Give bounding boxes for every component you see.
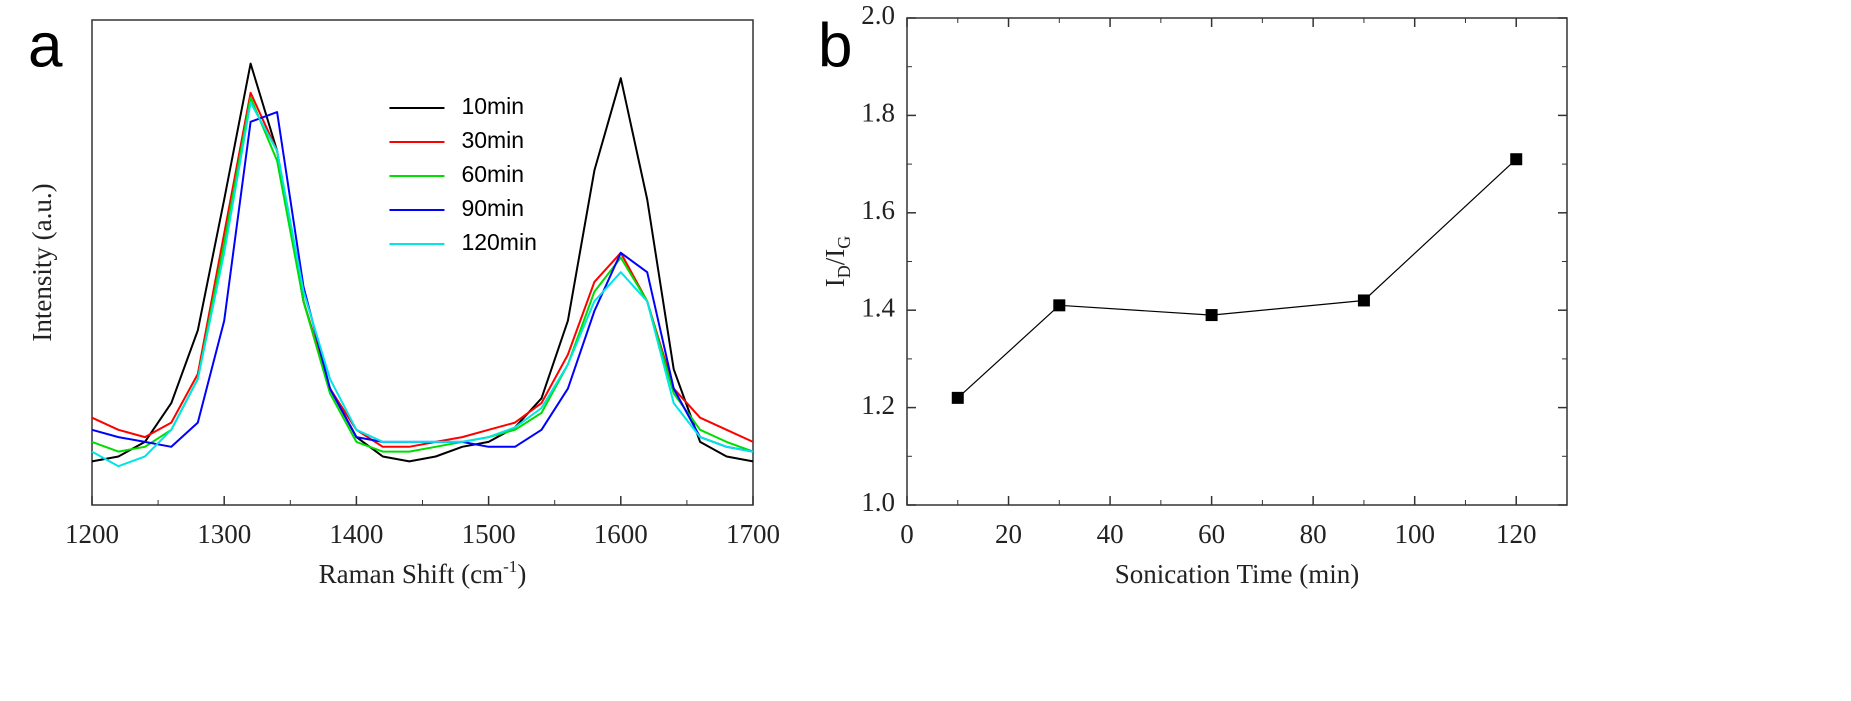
legend-label: 120min bbox=[461, 229, 536, 255]
data-marker bbox=[951, 391, 964, 404]
legend-label: 90min bbox=[461, 195, 524, 221]
x-tick-label: 100 bbox=[1394, 519, 1435, 549]
x-axis-label-part: Raman Shift (cm bbox=[319, 559, 503, 589]
x-tick-label: 0 bbox=[900, 519, 914, 549]
y-axis-label-part: I bbox=[820, 278, 850, 287]
legend-label: 60min bbox=[461, 161, 524, 187]
panel-label: a bbox=[28, 11, 63, 80]
data-marker bbox=[1205, 309, 1218, 322]
y-tick-label: 1.0 bbox=[861, 487, 895, 517]
x-tick-label: 40 bbox=[1097, 519, 1124, 549]
y-tick-label: 1.2 bbox=[861, 390, 895, 420]
x-axis-label-part: -1 bbox=[503, 557, 517, 576]
plot-frame bbox=[91, 19, 754, 506]
series-line bbox=[91, 111, 754, 453]
y-axis-label: Intensity (a.u.) bbox=[27, 183, 57, 341]
x-tick-label: 1400 bbox=[329, 519, 383, 549]
y-axis-label: ID/IG bbox=[820, 236, 854, 288]
legend-label: 30min bbox=[461, 127, 524, 153]
data-marker bbox=[1357, 294, 1370, 307]
legend-label: 10min bbox=[461, 93, 524, 119]
series-line bbox=[91, 96, 754, 453]
x-tick-label: 1600 bbox=[594, 519, 648, 549]
data-line bbox=[957, 158, 1517, 399]
x-tick-label: 120 bbox=[1496, 519, 1537, 549]
panel-label: b bbox=[818, 11, 852, 80]
x-tick-label: 80 bbox=[1300, 519, 1327, 549]
y-tick-label: 1.6 bbox=[861, 195, 895, 225]
y-axis-label-part: G bbox=[834, 236, 854, 249]
x-tick-label: 1300 bbox=[197, 519, 251, 549]
y-axis-label-part: D bbox=[834, 265, 854, 278]
plot-frame bbox=[906, 17, 1568, 506]
series-line bbox=[91, 101, 754, 468]
data-marker bbox=[1510, 153, 1523, 166]
x-axis-label: Sonication Time (min) bbox=[1115, 559, 1360, 589]
x-tick-label: 1500 bbox=[462, 519, 516, 549]
x-axis-label-part: ) bbox=[517, 559, 526, 589]
data-marker bbox=[1053, 299, 1066, 312]
y-tick-label: 1.4 bbox=[861, 292, 895, 322]
x-tick-label: 20 bbox=[995, 519, 1022, 549]
y-tick-label: 2.0 bbox=[861, 0, 895, 30]
x-axis-label: Raman Shift (cm-1) bbox=[319, 557, 527, 589]
x-tick-label: 1700 bbox=[726, 519, 780, 549]
y-axis-label-part: /I bbox=[820, 249, 850, 266]
x-tick-label: 1200 bbox=[65, 519, 119, 549]
series-line bbox=[91, 62, 754, 463]
y-tick-label: 1.8 bbox=[861, 98, 895, 128]
x-tick-label: 60 bbox=[1198, 519, 1225, 549]
